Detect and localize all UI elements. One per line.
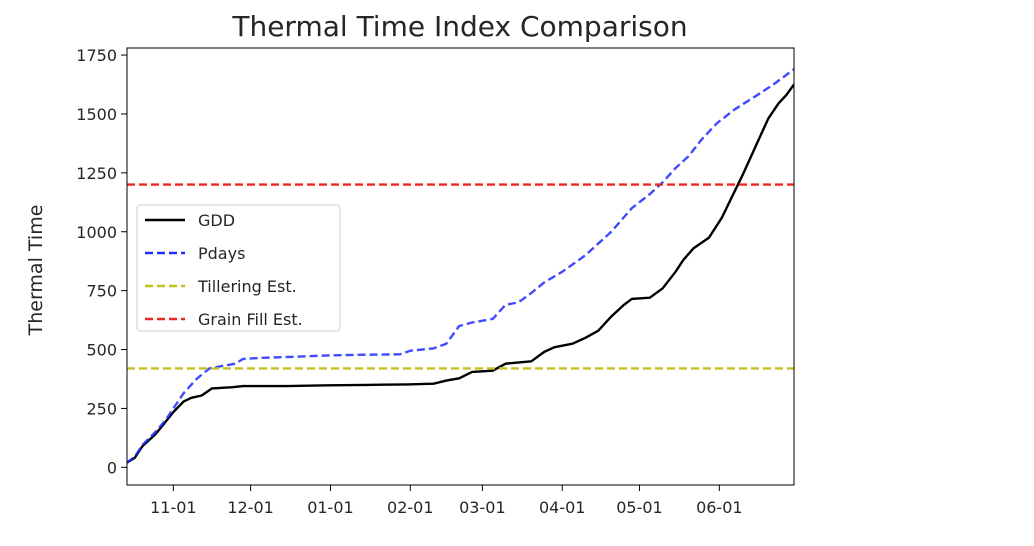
chart-title: Thermal Time Index Comparison bbox=[231, 10, 687, 43]
legend-label-1: Pdays bbox=[198, 244, 245, 263]
x-tick-label-3: 02-01 bbox=[387, 498, 434, 517]
legend-label-2: Tillering Est. bbox=[197, 277, 297, 296]
plot-frame bbox=[126, 47, 795, 486]
series-layer bbox=[127, 68, 794, 464]
y-tick-label-3: 750 bbox=[86, 282, 117, 301]
x-axis-ticks: 11-01 12-01 01-01 02-01 03-01 04-01 05-01 06-01 bbox=[150, 485, 743, 517]
y-tick-label-5: 1250 bbox=[76, 164, 117, 183]
y-tick-label-7: 1750 bbox=[76, 46, 117, 65]
x-tick-label-7: 06-01 bbox=[696, 498, 743, 517]
legend-label-0: GDD bbox=[198, 211, 235, 230]
y-tick-label-6: 1500 bbox=[76, 105, 117, 124]
x-tick-label-5: 04-01 bbox=[539, 498, 586, 517]
legend: GDD Pdays Tillering Est. Grain Fill Est. bbox=[136, 204, 341, 332]
y-tick-label-2: 500 bbox=[86, 341, 117, 360]
x-tick-label-4: 03-01 bbox=[459, 498, 506, 517]
x-tick-label-2: 01-01 bbox=[307, 498, 354, 517]
x-tick-label-1: 12-01 bbox=[227, 498, 274, 517]
y-tick-label-1: 250 bbox=[86, 399, 117, 418]
y-tick-label-0: 0 bbox=[107, 458, 117, 477]
y-axis-label: Thermal Time bbox=[25, 205, 47, 337]
x-tick-label-0: 11-01 bbox=[150, 498, 197, 517]
y-tick-label-4: 1000 bbox=[76, 223, 117, 242]
legend-box bbox=[136, 204, 341, 332]
series-line-gdd bbox=[127, 83, 794, 464]
legend-label-3: Grain Fill Est. bbox=[198, 310, 303, 329]
y-axis-ticks: 0 250 500 750 1000 1250 1500 1750 bbox=[76, 46, 127, 477]
series-line-pdays bbox=[127, 68, 794, 464]
x-tick-label-6: 05-01 bbox=[616, 498, 663, 517]
